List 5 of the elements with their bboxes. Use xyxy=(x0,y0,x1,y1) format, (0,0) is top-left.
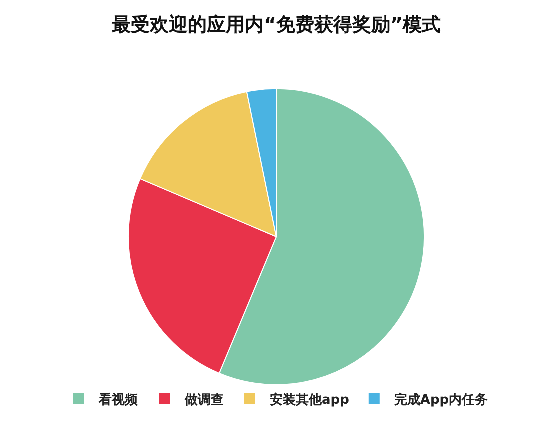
legend-label: 完成App内任务 xyxy=(394,392,488,408)
legend-label: 安装其他app xyxy=(270,392,350,408)
legend-label: 做调查 xyxy=(184,392,224,408)
legend-label: 看视频 xyxy=(98,392,139,408)
chart-title: 最受欢迎的应用内“免费获得奖励”模式 xyxy=(111,14,441,36)
